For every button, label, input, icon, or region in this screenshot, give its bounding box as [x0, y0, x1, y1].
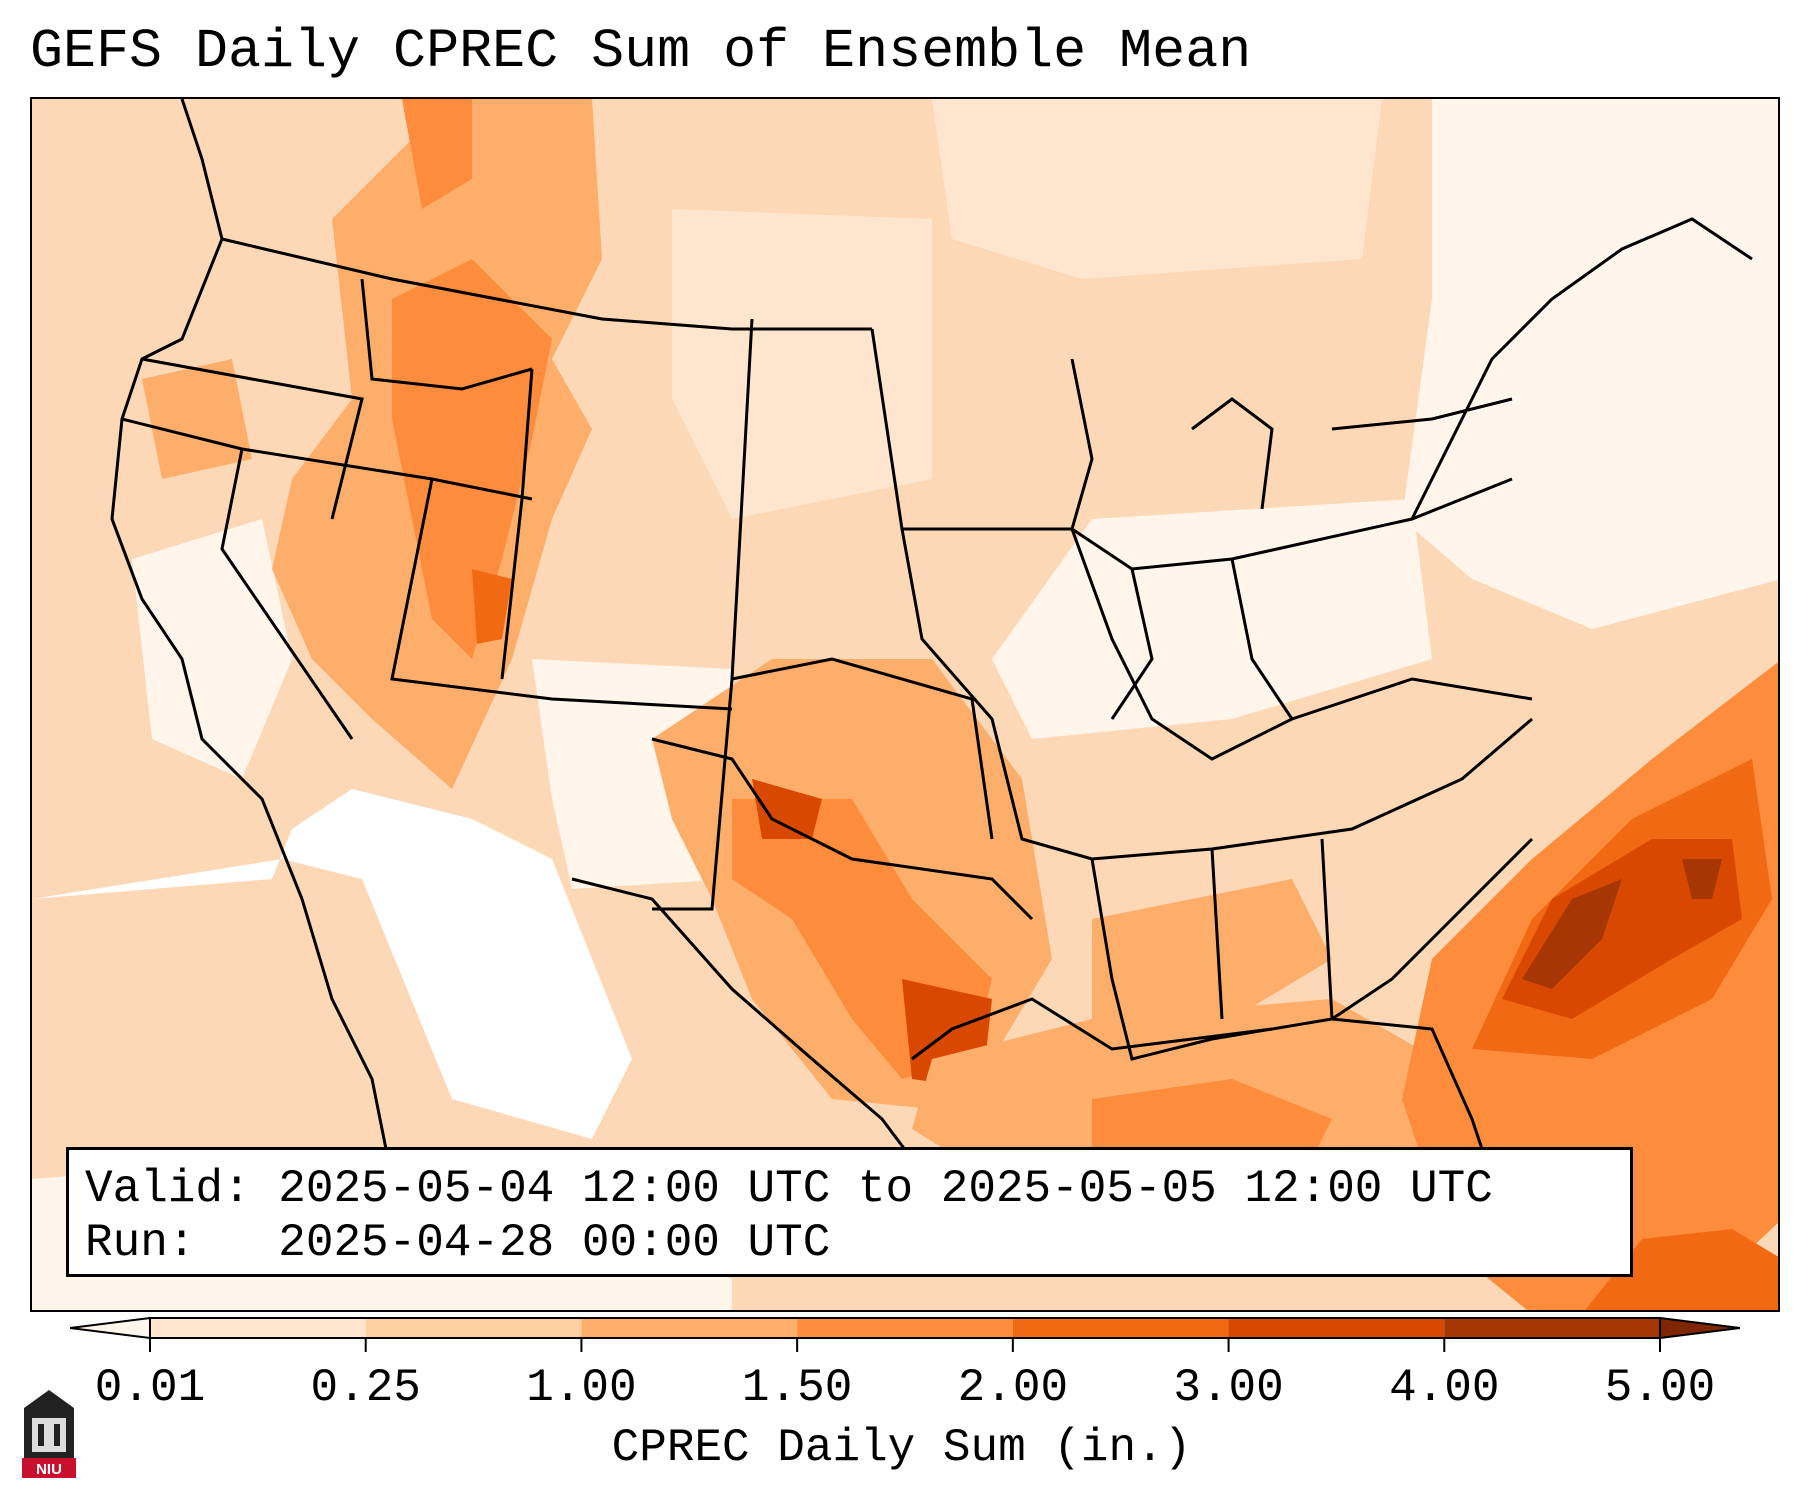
- precip-north-idaho: [402, 99, 472, 209]
- map-canvas: [32, 99, 1778, 1310]
- precip-oklahoma-core: [752, 779, 822, 839]
- colorbar-extend-low: [70, 1316, 151, 1340]
- light-area-plains: [672, 209, 932, 519]
- precip-idaho-utah: [392, 259, 552, 659]
- precip-oregon: [142, 359, 252, 479]
- map-title: GEFS Daily CPREC Sum of Ensemble Mean: [30, 20, 1252, 83]
- colorbar: [70, 1316, 1740, 1352]
- precip-caribbean: [1585, 1229, 1778, 1310]
- colorbar-segment: [365, 1318, 582, 1338]
- colorbar-tick-label: 3.00: [1173, 1362, 1284, 1414]
- dry-area-mexico: [32, 789, 632, 1139]
- colorbar-segment: [1444, 1318, 1660, 1338]
- valid-time-line: Valid: 2025-05-04 12:00 UTC to 2025-05-0…: [85, 1163, 1493, 1215]
- colorbar-tick-label: 1.00: [526, 1362, 637, 1414]
- niu-logo-text: NIU: [36, 1461, 62, 1478]
- colorbar-segment: [797, 1318, 1013, 1338]
- dry-area-california: [132, 519, 292, 779]
- colorbar-tick-label: 5.00: [1604, 1362, 1716, 1414]
- colorbar-tick-label: 4.00: [1389, 1362, 1500, 1414]
- colorbar-segment: [1012, 1318, 1229, 1338]
- run-time-line: Run: 2025-04-28 00:00 UTC: [85, 1217, 831, 1269]
- validity-info-box: Valid: 2025-05-04 12:00 UTC to 2025-05-0…: [66, 1147, 1633, 1277]
- colorbar-extend-high: [1659, 1316, 1740, 1340]
- precip-atlantic-max: [1522, 879, 1622, 989]
- colorbar-ticks: [149, 1338, 1661, 1352]
- colorbar-tick-label: 2.00: [957, 1362, 1069, 1414]
- colorbar-outline: [149, 1317, 1661, 1339]
- colorbar-segment: [581, 1318, 798, 1338]
- colorbar-tick-label: 0.01: [94, 1362, 206, 1414]
- colorbar-segments: [70, 1316, 1740, 1340]
- dry-area-midwest: [992, 499, 1432, 739]
- colorbar-tick-label: 0.25: [310, 1362, 421, 1414]
- dry-area-northeast: [1402, 99, 1778, 629]
- state-boundaries: [110, 99, 1753, 1220]
- precip-atlantic-max-2: [1682, 859, 1722, 899]
- colorbar-segment: [150, 1318, 366, 1338]
- precip-utah-core: [472, 569, 512, 644]
- colorbar-title: CPREC Daily Sum (in.): [611, 1422, 1192, 1474]
- colorbar-tick-label: 1.50: [741, 1362, 853, 1414]
- colorbar-segment: [1228, 1318, 1445, 1338]
- precip-georgia: [1092, 879, 1332, 1019]
- precipitation-map: [30, 97, 1780, 1312]
- niu-logo: NIU: [22, 1390, 76, 1478]
- light-area-canada: [932, 99, 1382, 279]
